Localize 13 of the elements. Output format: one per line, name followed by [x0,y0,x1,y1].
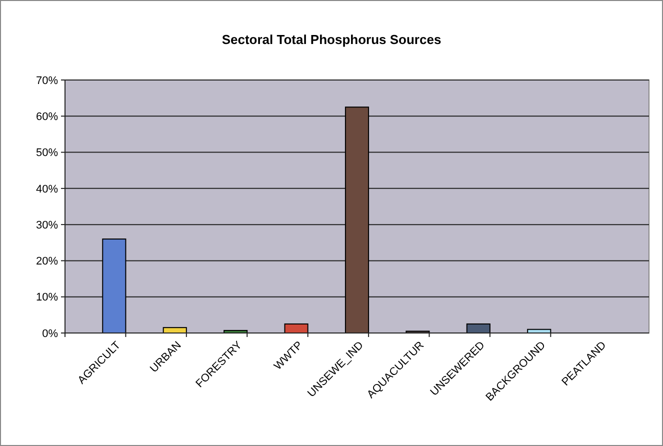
y-tick-label: 20% [36,256,58,268]
bar [344,106,370,334]
y-tick-label: 50% [36,147,58,160]
y-tick-label: 10% [36,292,58,304]
bar [466,323,490,334]
chart-title: Sectoral Total Phosphorus Sources [222,32,442,47]
y-tick-label: 70% [36,74,58,87]
y-tick-label: 30% [36,219,58,232]
y-tick-label: 60% [36,110,58,123]
bar [102,238,126,334]
bar [284,323,308,334]
y-tick-label: 40% [36,183,58,196]
y-tick-label: 0% [42,328,58,340]
